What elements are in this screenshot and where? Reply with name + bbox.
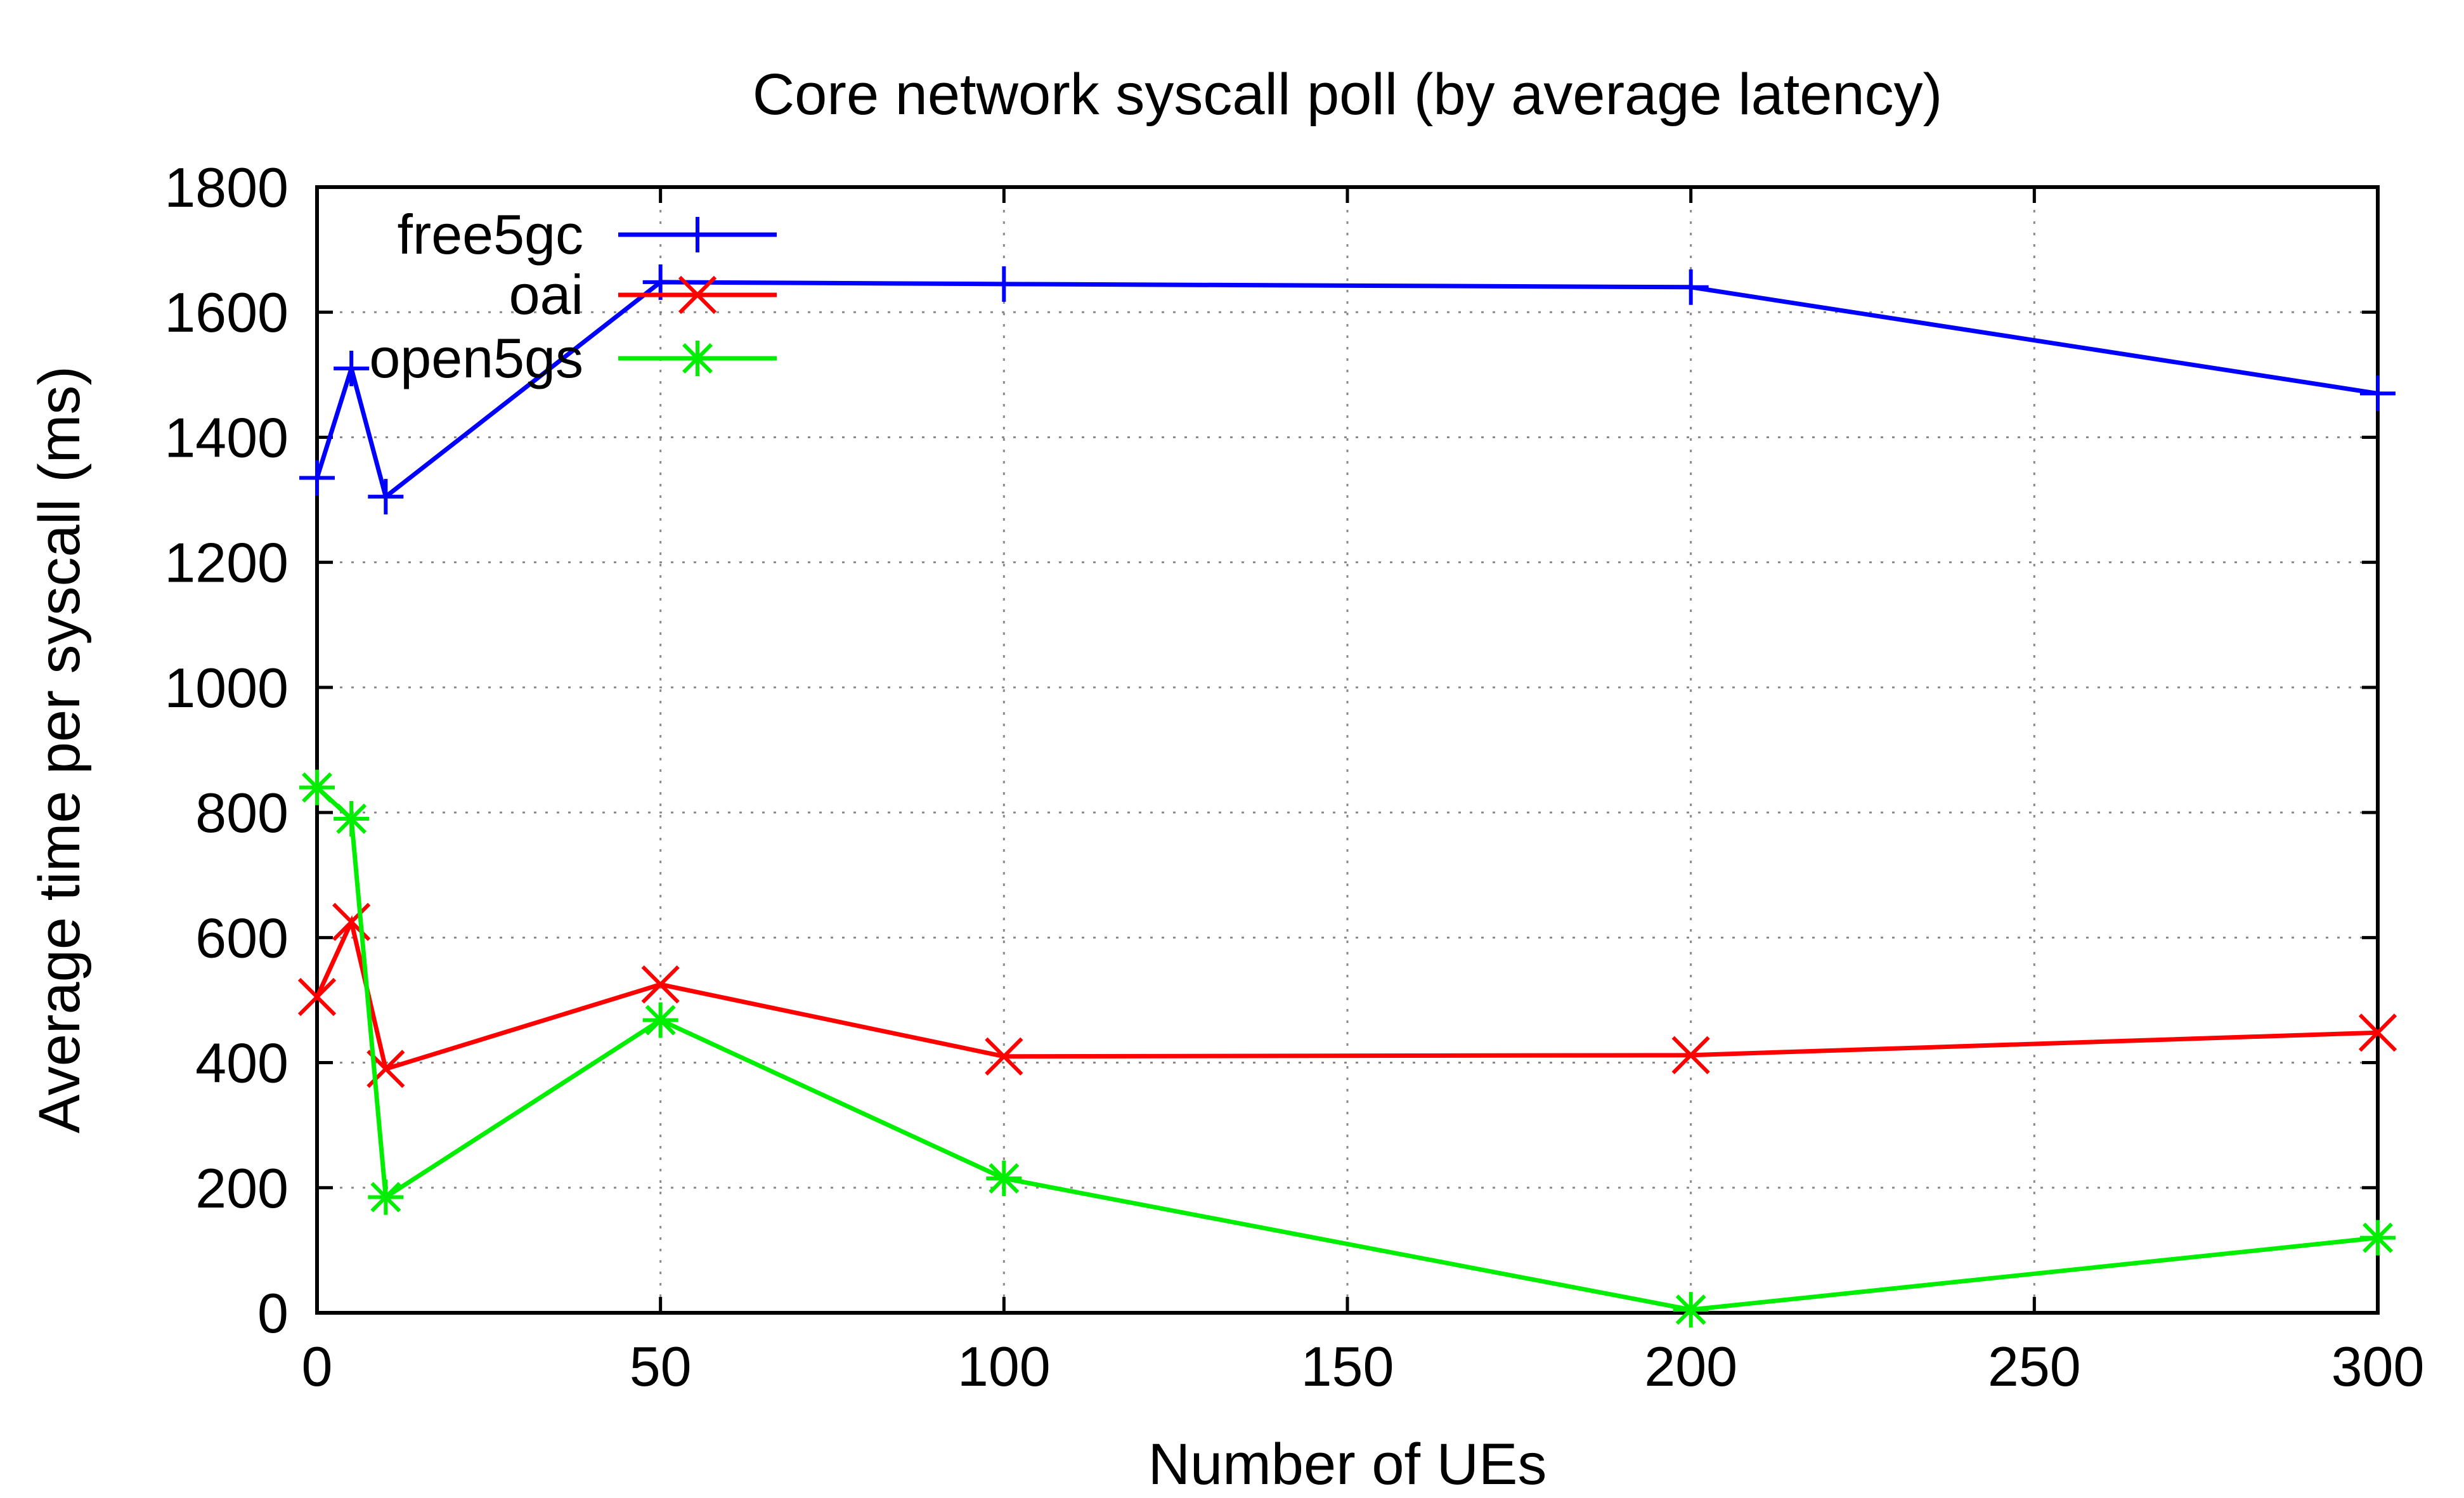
x-tick-label: 200 [1644, 1335, 1737, 1398]
x-tick-label: 300 [2331, 1335, 2425, 1398]
y-tick-label: 1400 [164, 406, 289, 469]
data-point-open5gs [642, 1002, 678, 1038]
data-point-oai [297, 977, 337, 1017]
y-tick-label: 200 [195, 1157, 289, 1220]
y-tick-label: 800 [195, 781, 289, 844]
data-point-free5gc [1673, 269, 1709, 305]
legend-label: open5gs [369, 327, 583, 389]
y-axis-label: Average time per syscall (ms) [27, 366, 92, 1133]
y-tick-label: 400 [195, 1032, 289, 1095]
data-point-open5gs [299, 769, 335, 805]
x-tick-label: 0 [302, 1335, 333, 1398]
data-point-open5gs [1673, 1292, 1709, 1328]
legend-item-oai: oai [509, 263, 777, 326]
series-lines [297, 264, 2397, 1328]
axis-ticks: 0 200 400 600 800 1000 1200 1400 1600 1800 0 50 100 1… [164, 156, 2424, 1398]
data-point-open5gs [2360, 1220, 2396, 1256]
legend-marker [678, 275, 717, 315]
series-open5gs [299, 769, 2396, 1328]
legend-label: oai [509, 263, 583, 326]
data-point-free5gc [368, 479, 404, 515]
data-point-oai [985, 1037, 1023, 1076]
legend-item-open5gs: open5gs [369, 327, 777, 389]
legend-item-free5gc: free5gc [397, 203, 777, 266]
data-point-oai [1671, 1036, 1710, 1074]
legend-label: free5gc [397, 203, 583, 266]
data-point-free5gc [2360, 375, 2396, 412]
y-tick-label: 1800 [164, 156, 289, 219]
data-point-free5gc [986, 266, 1022, 302]
series-line-open5gs [315, 786, 2378, 1312]
y-tick-label: 1000 [164, 656, 289, 719]
x-tick-label: 50 [630, 1335, 692, 1398]
x-tick-label: 250 [1988, 1335, 2081, 1398]
data-point-open5gs [334, 800, 370, 837]
x-axis-label: Number of UEs [1148, 1432, 1547, 1497]
x-tick-label: 100 [957, 1335, 1051, 1398]
y-tick-label: 600 [195, 906, 289, 969]
data-point-open5gs [986, 1160, 1022, 1196]
y-tick-label: 0 [257, 1282, 289, 1345]
y-tick-label: 1200 [164, 531, 289, 594]
plot-frame [315, 185, 2380, 1315]
data-point-free5gc [299, 460, 335, 496]
data-point-oai [641, 965, 680, 1004]
legend-marker [680, 217, 715, 252]
chart-title: Core network syscall poll (by average la… [753, 62, 1943, 127]
y-tick-label: 1600 [164, 281, 289, 344]
series-line-oai [314, 915, 2378, 1072]
data-point-open5gs [368, 1179, 404, 1215]
legend-marker [680, 341, 715, 376]
data-point-free5gc [334, 350, 370, 386]
data-point-oai [2358, 1013, 2397, 1052]
grid-lines [317, 187, 2378, 1313]
x-tick-label: 150 [1301, 1335, 1394, 1398]
